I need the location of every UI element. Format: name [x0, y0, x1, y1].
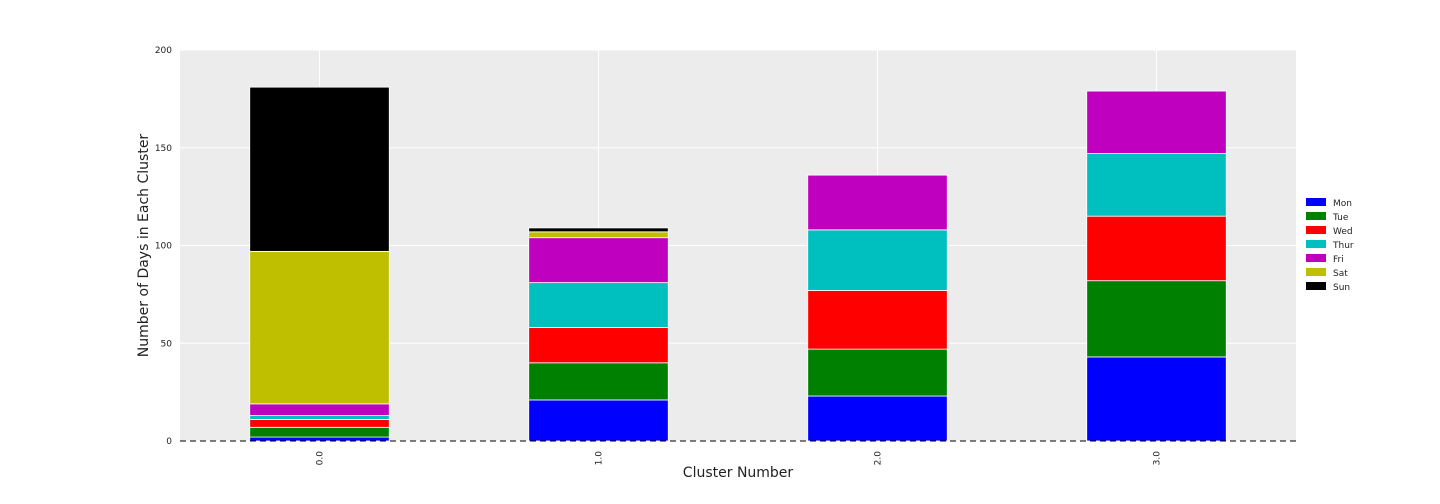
bar-segment-sun-0.0 [249, 86, 390, 252]
legend-label-sun: Sun [1333, 283, 1350, 293]
y-axis-label: Number of Days in Each Cluster [136, 134, 152, 358]
bar-segment-sun-1.0 [528, 227, 669, 233]
bar-segment-sat-1.0 [528, 231, 669, 239]
x-tick-label: 3.0 [1153, 451, 1163, 466]
bar-segment-tue-0.0 [249, 426, 390, 438]
bar-segment-tue-2.0 [807, 348, 948, 397]
bar-segment-wed-1.0 [528, 327, 669, 364]
legend-swatch-sat [1306, 268, 1326, 276]
bar-segment-thur-3.0 [1086, 153, 1227, 217]
legend-label-mon: Mon [1333, 199, 1352, 209]
bar-segment-fri-0.0 [249, 403, 390, 416]
legend-label-wed: Wed [1333, 227, 1353, 237]
bar-segment-tue-3.0 [1086, 280, 1227, 358]
y-tick-label: 150 [155, 144, 172, 154]
legend: Mon Tue Wed Thur Fri Sat Sun [1306, 198, 1354, 293]
bar-segment-fri-1.0 [528, 237, 669, 284]
y-tick-label: 100 [155, 242, 172, 252]
legend-label-thur: Thur [1332, 241, 1354, 251]
x-tick-label: 1.0 [595, 451, 605, 466]
bar-segment-wed-2.0 [807, 290, 948, 350]
bar-segment-tue-1.0 [528, 362, 669, 401]
legend-label-fri: Fri [1333, 255, 1344, 265]
legend-label-tue: Tue [1332, 213, 1349, 223]
bar-segment-thur-2.0 [807, 229, 948, 291]
legend-swatch-fri [1306, 254, 1326, 262]
y-tick-label: 50 [161, 339, 173, 349]
x-tick-label: 0.0 [316, 451, 326, 466]
y-tick-labels: 0 50 100 150 200 [155, 46, 172, 447]
bar-segment-thur-0.0 [249, 415, 390, 420]
legend-label-sat: Sat [1333, 269, 1348, 279]
bar-segment-mon-2.0 [807, 395, 948, 442]
bar-segment-mon-3.0 [1086, 356, 1227, 442]
legend-swatch-sun [1306, 282, 1326, 290]
bar-segment-mon-1.0 [528, 399, 669, 442]
bar-segment-sat-0.0 [249, 250, 390, 405]
x-axis-label: Cluster Number [683, 465, 794, 481]
bar-segment-wed-3.0 [1086, 215, 1227, 282]
x-tick-label: 2.0 [874, 451, 884, 466]
bar-segment-mon-0.0 [249, 436, 390, 442]
bar-segment-fri-3.0 [1086, 90, 1227, 155]
bar-stacks [249, 86, 1227, 442]
bar-segment-fri-2.0 [807, 174, 948, 231]
y-tick-label: 0 [166, 437, 172, 447]
bar-segment-thur-1.0 [528, 282, 669, 329]
bar-segment-wed-0.0 [249, 419, 390, 428]
legend-swatch-wed [1306, 226, 1326, 234]
legend-swatch-mon [1306, 198, 1326, 206]
legend-swatch-thur [1306, 240, 1326, 248]
legend-swatch-tue [1306, 212, 1326, 220]
y-tick-label: 200 [155, 46, 172, 56]
x-tick-labels: 0.0 1.0 2.0 3.0 [316, 451, 1163, 466]
